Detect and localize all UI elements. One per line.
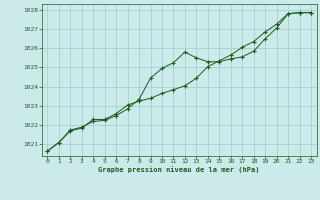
X-axis label: Graphe pression niveau de la mer (hPa): Graphe pression niveau de la mer (hPa) xyxy=(99,166,260,173)
